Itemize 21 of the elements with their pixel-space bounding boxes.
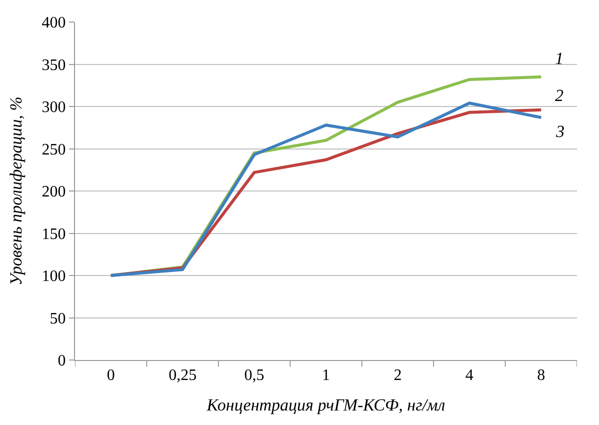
y-tick-label: 150 bbox=[42, 226, 66, 243]
y-tick-label: 200 bbox=[42, 184, 66, 201]
y-tick-label: 300 bbox=[42, 99, 66, 116]
series-label: 2 bbox=[555, 86, 564, 105]
y-tick-label: 400 bbox=[42, 14, 66, 32]
x-tick-label: 0 bbox=[106, 367, 115, 384]
x-tick-label: 8 bbox=[537, 367, 546, 384]
y-tick-label: 100 bbox=[42, 268, 66, 286]
x-tick-label: 2 bbox=[394, 367, 402, 384]
x-tick-label: 0,25 bbox=[168, 367, 197, 384]
y-tick-label: 250 bbox=[42, 141, 66, 158]
y-axis-title: Уровень пролиферации, % bbox=[6, 96, 26, 286]
series-label: 3 bbox=[555, 122, 564, 141]
x-tick-label: 0,5 bbox=[244, 367, 264, 384]
y-tick-label: 50 bbox=[50, 310, 66, 328]
series-label: 1 bbox=[555, 49, 564, 68]
x-axis-title: Концентрация рчГМ-КСФ, нг/мл bbox=[206, 396, 446, 415]
y-tick-label: 0 bbox=[58, 352, 66, 370]
x-tick-label: 4 bbox=[465, 367, 474, 384]
y-tick-label: 350 bbox=[42, 56, 66, 74]
x-tick-label: 1 bbox=[322, 367, 330, 384]
